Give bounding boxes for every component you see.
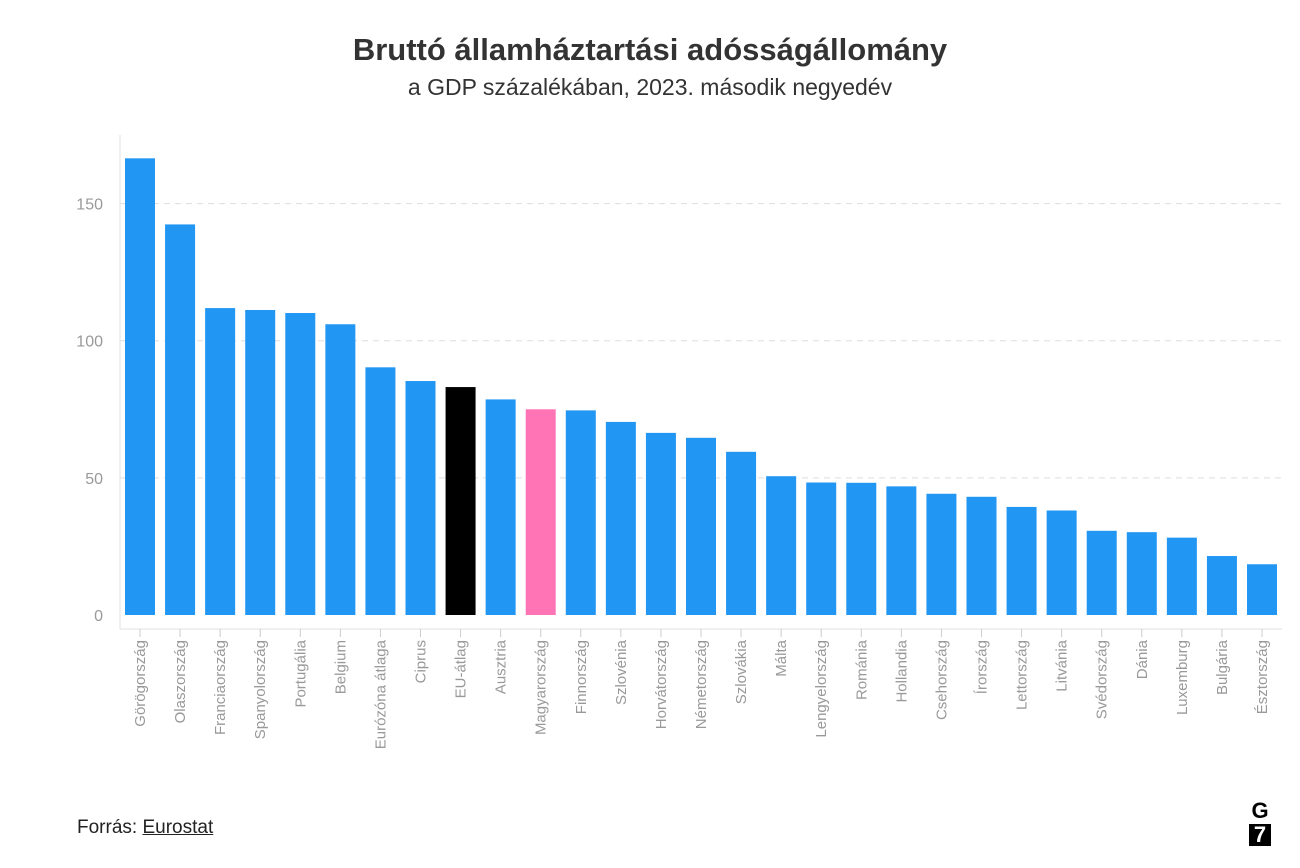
source-label: Forrás: [77,817,138,838]
y-tick-label: 50 [85,471,103,488]
bar [205,308,236,615]
chart-subtitle: a GDP százalékában, 2023. második negyed… [407,74,893,100]
bar [1166,537,1197,615]
bar [1006,506,1037,615]
bar [966,496,997,615]
x-tick-label: Svédország [1094,640,1111,719]
bar [846,482,877,615]
x-tick-label: Görögország [132,640,149,727]
x-tick-label: Horvátország [653,640,670,729]
logo-digit: 7 [1249,824,1271,846]
x-tick-label: Németország [693,640,710,729]
bar [886,486,917,615]
bar [1046,510,1077,615]
logo-letter: G [1251,798,1269,823]
g7-logo: G 7 [1248,800,1272,846]
bar [245,309,276,615]
x-tick-labels: Görögország Olaszország Franciaország Spany… [132,639,1271,749]
source-note: Forrás: Eurostat [77,817,213,839]
bar [285,313,316,615]
bar [1086,530,1117,615]
x-tick-label: Hollandia [893,639,910,702]
bar [1247,564,1277,615]
bar [605,421,636,615]
bar [365,367,396,615]
x-tick-label: Szlovénia [613,639,630,705]
x-tick-label: Olaszország [172,640,189,723]
x-tick-label: EU-átlag [453,640,470,698]
x-tick-label: Málta [773,639,790,676]
x-tick-label: Lettország [1014,640,1031,710]
x-tick-label: Spanyolország [252,640,269,739]
bar [926,493,957,615]
bar [1126,532,1157,615]
y-tick-label: 100 [76,334,103,351]
x-tick-label: Franciaország [212,640,229,735]
bar [565,410,596,615]
y-tick-label: 150 [76,197,103,214]
bar-chart: 0 50 100 150 Görögország Olaszország Franciao… [76,135,1282,749]
source-link[interactable]: Eurostat [142,817,214,838]
x-tick-label: Ciprus [413,640,430,683]
x-tick-label: Litvánia [1054,639,1071,691]
axes [119,135,1282,637]
x-tick-label: Bulgária [1214,639,1231,695]
x-tick-label: Észtország [1254,640,1271,714]
bar [165,224,196,615]
y-tick-label: 0 [94,608,103,625]
bar [686,437,716,615]
bar [525,409,556,615]
bar [1206,556,1237,615]
bar [726,451,757,615]
x-tick-label: Szlovákia [733,639,750,704]
gridlines [120,203,1282,479]
bar [645,432,676,615]
x-tick-label: Eurózóna átlaga [372,639,389,749]
x-tick-label: Belgium [332,640,349,694]
x-tick-label: Románia [853,639,870,700]
bar [405,381,436,615]
x-tick-label: Írország [974,640,991,694]
x-tick-label: Finnország [573,640,590,714]
bar [766,476,797,615]
bar [125,158,155,616]
bar [485,399,516,615]
bar [325,324,356,615]
x-tick-label: Lengyelország [813,640,830,738]
x-tick-label: Portugália [292,639,309,707]
x-tick-label: Ausztria [493,639,510,694]
y-tick-labels: 0 50 100 150 [76,197,103,625]
chart-title: Bruttó államháztartási adósságállomány [352,32,948,67]
bars [125,158,1277,616]
x-tick-label: Csehország [933,640,950,720]
bar [806,482,837,615]
x-tick-label: Magyarország [533,640,550,735]
x-tick-label: Luxemburg [1174,640,1191,715]
x-tick-label: Dánia [1134,639,1151,679]
bar [445,387,476,615]
